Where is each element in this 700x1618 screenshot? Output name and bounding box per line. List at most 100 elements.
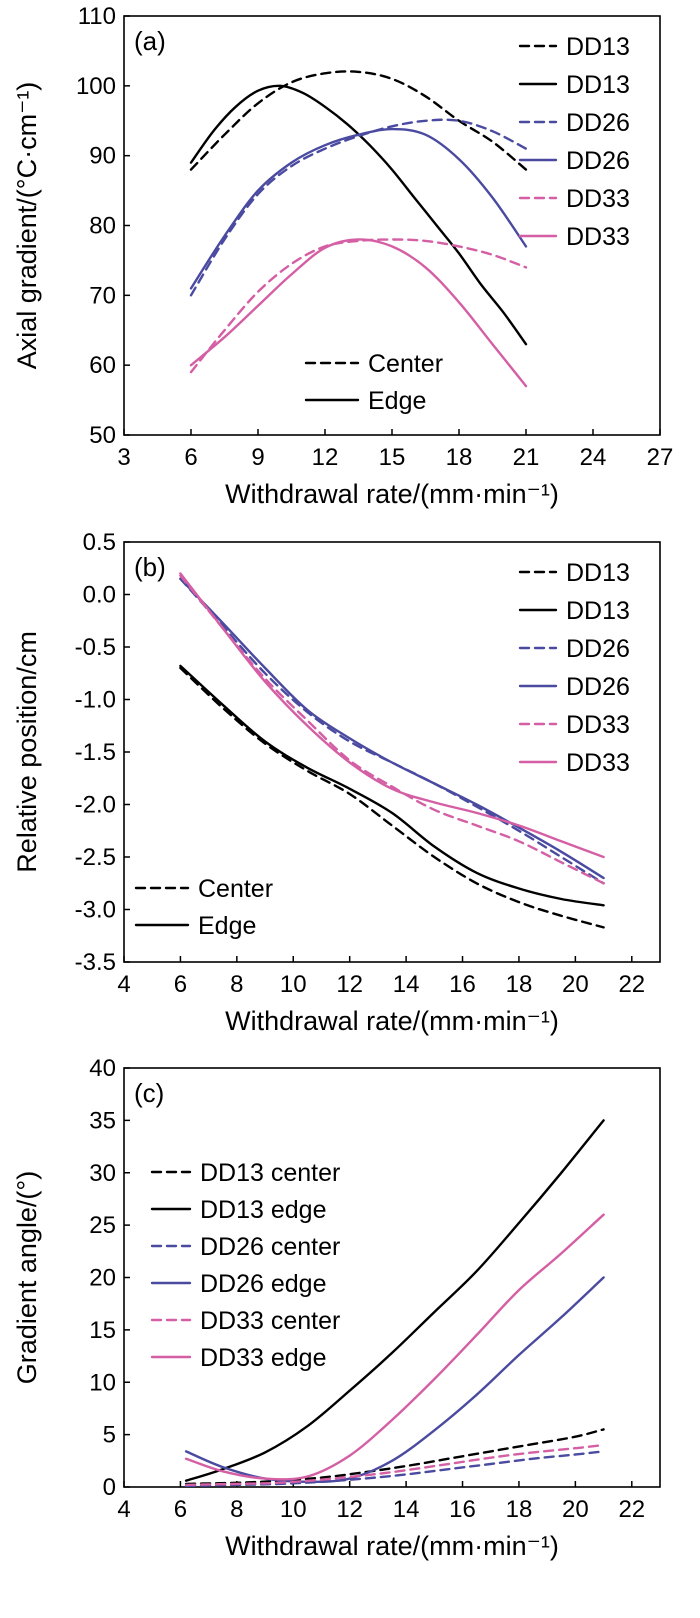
legend-label: DD33 — [566, 223, 630, 251]
y-tick-label: 70 — [89, 282, 116, 309]
y-tick-label: -3.0 — [75, 897, 116, 924]
x-tick-label: 8 — [230, 971, 243, 998]
legend-label: DD13 center — [200, 1159, 340, 1187]
x-tick-label: 15 — [379, 444, 406, 471]
x-tick-label: 10 — [280, 971, 307, 998]
series-line-dd33-center — [189, 238, 528, 374]
legend-label: DD26 edge — [200, 1270, 326, 1298]
legend-label: DD26 — [566, 109, 630, 137]
legend-label: DD13 — [566, 559, 630, 587]
y-tick-label: 0.0 — [83, 582, 116, 609]
legend-label: DD26 — [566, 147, 630, 175]
y-tick-label: 35 — [89, 1107, 116, 1134]
x-tick-label: 6 — [174, 1496, 187, 1523]
series-line-dd13-edge — [179, 664, 605, 907]
x-tick-label: 12 — [336, 1496, 363, 1523]
x-tick-label: 22 — [618, 971, 645, 998]
y-tick-label: -2.5 — [75, 844, 116, 871]
series-line-dd33-edge — [179, 572, 605, 859]
y-tick-label: 90 — [89, 143, 116, 170]
legend-label: DD13 — [566, 71, 630, 99]
y-tick-label: 10 — [89, 1369, 116, 1396]
x-tick-label: 16 — [449, 971, 476, 998]
series-line-dd33-center — [179, 574, 605, 885]
series-line-dd33-edge — [184, 1213, 605, 1481]
y-axis-title: Relative position/cm — [12, 631, 42, 873]
x-tick-label: 21 — [513, 444, 540, 471]
legend-label: DD33 edge — [200, 1344, 326, 1372]
series-group — [184, 1119, 605, 1487]
x-tick-label: 10 — [280, 1496, 307, 1523]
series-line-dd33-edge — [189, 238, 528, 388]
style-legend-label: Edge — [368, 387, 426, 415]
panel-label: (c) — [134, 1078, 164, 1108]
y-tick-label: 60 — [89, 352, 116, 379]
x-tick-label: 14 — [393, 971, 420, 998]
series-group — [179, 572, 605, 929]
x-axis-title: Withdrawal rate/(mm·min⁻¹) — [225, 1531, 559, 1561]
y-tick-label: 5 — [103, 1422, 116, 1449]
legend-label: DD13 — [566, 33, 630, 61]
x-axis-title: Withdrawal rate/(mm·min⁻¹) — [225, 1006, 559, 1036]
x-tick-label: 18 — [506, 971, 533, 998]
y-tick-label: 15 — [89, 1317, 116, 1344]
series-line-dd13-center — [189, 70, 528, 171]
y-tick-label: 80 — [89, 213, 116, 240]
x-tick-label: 6 — [184, 444, 197, 471]
legend-label: DD13 edge — [200, 1196, 326, 1224]
x-tick-label: 22 — [618, 1496, 645, 1523]
y-tick-label: -1.5 — [75, 739, 116, 766]
series-line-dd13-center — [179, 666, 605, 929]
y-tick-label: 40 — [89, 1055, 116, 1082]
y-tick-label: 0.5 — [83, 529, 116, 556]
legend-label: DD13 — [566, 597, 630, 625]
y-tick-label: -1.0 — [75, 687, 116, 714]
x-axis-title: Withdrawal rate/(mm·min⁻¹) — [225, 479, 559, 509]
x-tick-label: 8 — [230, 1496, 243, 1523]
x-tick-label: 14 — [393, 1496, 420, 1523]
panel-label: (a) — [134, 26, 166, 56]
x-tick-label: 12 — [312, 444, 339, 471]
y-tick-label: -2.0 — [75, 792, 116, 819]
series-group — [189, 70, 528, 388]
y-tick-label: -0.5 — [75, 634, 116, 661]
x-tick-label: 20 — [562, 1496, 589, 1523]
series-line-dd33-center — [184, 1443, 605, 1487]
series-line-dd13-edge — [184, 1119, 605, 1482]
x-tick-label: 4 — [117, 971, 130, 998]
x-tick-label: 27 — [647, 444, 674, 471]
x-tick-label: 4 — [117, 1496, 130, 1523]
x-tick-label: 12 — [336, 971, 363, 998]
chart-panel-1: 3 6 9 12 15 18 21 24 27 50 60 70 80 90 100 110 Withdrawa… — [12, 3, 673, 509]
legend-label: DD26 — [566, 635, 630, 663]
style-legend-label: Center — [198, 875, 273, 903]
x-tick-label: 18 — [506, 1496, 533, 1523]
series-line-dd26-edge — [189, 127, 528, 290]
legend-label: DD33 — [566, 749, 630, 777]
series-line-dd26-center — [189, 118, 528, 297]
panel-label: (b) — [134, 552, 166, 582]
series-line-dd26-center — [179, 577, 605, 885]
x-tick-label: 9 — [251, 444, 264, 471]
series-line-dd13-center — [184, 1428, 605, 1486]
legend-label: DD26 center — [200, 1233, 340, 1261]
series-line-dd26-edge — [184, 1276, 605, 1484]
series-line-dd26-edge — [179, 577, 605, 880]
y-tick-label: 50 — [89, 422, 116, 449]
x-tick-label: 3 — [117, 444, 130, 471]
x-tick-label: 6 — [174, 971, 187, 998]
x-tick-label: 16 — [449, 1496, 476, 1523]
x-tick-label: 24 — [580, 444, 607, 471]
y-tick-label: 30 — [89, 1160, 116, 1187]
legend-label: DD26 — [566, 673, 630, 701]
y-tick-label: 0 — [103, 1474, 116, 1501]
style-legend-label: Edge — [198, 912, 256, 940]
legend-label: DD33 — [566, 185, 630, 213]
chart-panel-2: 4 6 8 10 12 14 16 18 20 22 0.5 0.0 -0.5 -1.0 -1.5 -2.0 -… — [12, 529, 661, 1036]
y-axis-title: Gradient angle/(°) — [12, 1171, 42, 1384]
chart-panel-3: 4 6 8 10 12 14 16 18 20 22 0 5 10 15 20 25 30 35 40 Withdra… — [12, 1055, 661, 1561]
y-tick-label: 20 — [89, 1265, 116, 1292]
y-tick-label: 25 — [89, 1212, 116, 1239]
y-tick-label: 110 — [78, 3, 116, 30]
